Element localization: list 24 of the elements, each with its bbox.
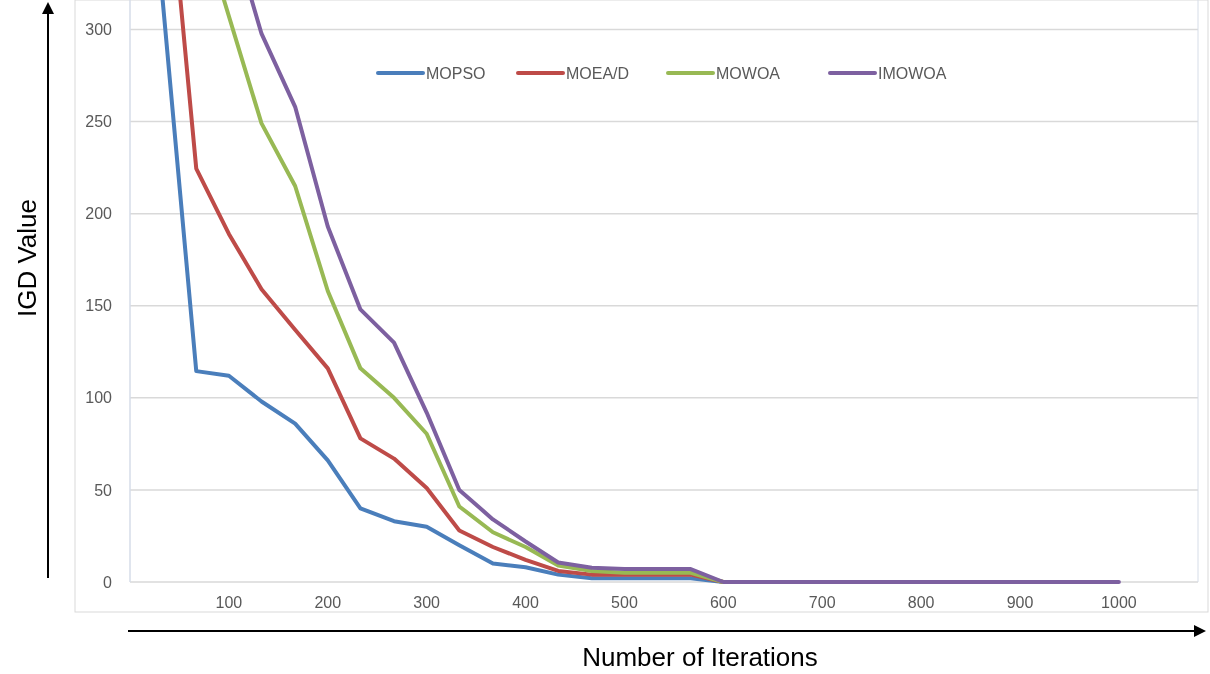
x-tick-label: 600 (709, 594, 737, 611)
x-tick-label: 400 (512, 594, 539, 611)
legend-label: MOPSO (426, 64, 486, 82)
x-tick-label: 300 (413, 594, 441, 611)
y-tick-label: 250 (85, 113, 113, 131)
x-tick-label: 900 (1006, 594, 1034, 611)
y-tick-label: 300 (85, 21, 113, 39)
x-tick-label: 1000 (1101, 594, 1137, 611)
x-tick-label: 200 (314, 594, 342, 611)
y-tick-label: 0 (103, 573, 113, 591)
y-tick-label: 50 (94, 481, 113, 499)
y-tick-label: 100 (85, 389, 113, 407)
legend-label: MOEA/D (566, 64, 630, 82)
y-tick-label: 150 (85, 297, 113, 315)
line-series (249, 0, 1121, 584)
x-tick-label: 100 (215, 594, 243, 611)
legend-label: IMOWOA (878, 64, 947, 82)
x-tick-label: 800 (907, 594, 935, 611)
x-tick-label: 500 (611, 594, 638, 611)
y-tick-label: 200 (85, 205, 113, 223)
x-tick-label: 700 (808, 594, 836, 611)
legend-label: MOWOA (716, 64, 781, 82)
x-axis-title: Number of Iterations (582, 642, 818, 672)
y-axis-title: IGD Value (12, 198, 42, 318)
